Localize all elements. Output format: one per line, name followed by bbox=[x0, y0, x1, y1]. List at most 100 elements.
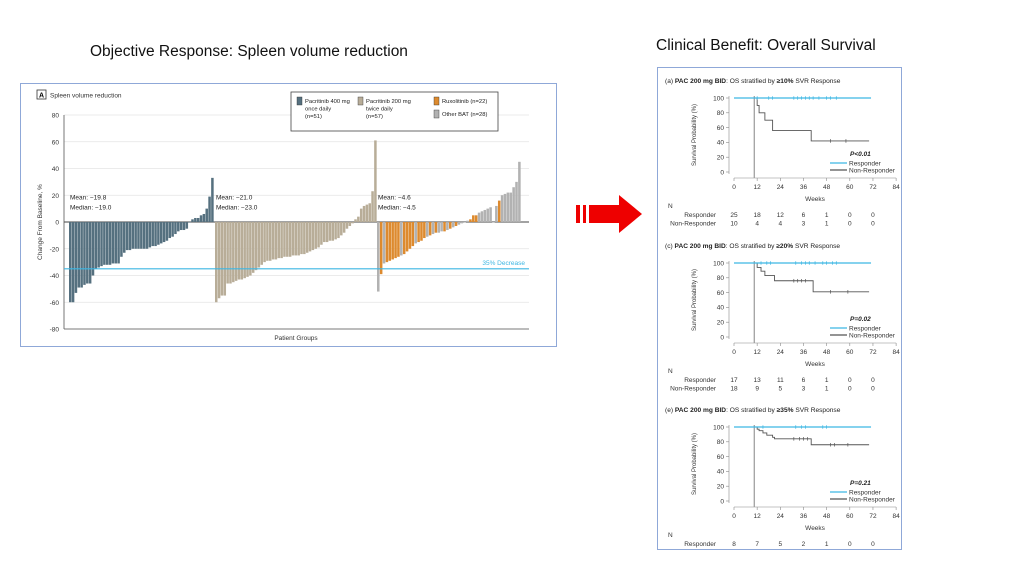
waterfall-bar bbox=[128, 222, 132, 251]
waterfall-bar bbox=[246, 222, 249, 277]
y-tick-label: 20 bbox=[717, 320, 725, 327]
risk-table-row-label: Responder bbox=[684, 377, 717, 384]
risk-table-value: 10 bbox=[730, 221, 738, 228]
x-tick-label: 72 bbox=[869, 513, 877, 520]
waterfall-bar bbox=[457, 222, 461, 225]
km-panel-title: (c) PAC 200 mg BID: OS stratified by ≥20… bbox=[665, 243, 840, 250]
waterfall-bar bbox=[506, 192, 510, 222]
y-tick-label: 100 bbox=[713, 95, 724, 102]
legend-label: Non-Responder bbox=[849, 497, 896, 504]
risk-table-value: 0 bbox=[848, 212, 852, 219]
risk-table-value: 1 bbox=[825, 212, 829, 219]
waterfall-bar bbox=[411, 222, 415, 247]
panel-label: A bbox=[39, 93, 44, 100]
waterfall-bar bbox=[394, 222, 397, 259]
legend-label: Non-Responder bbox=[849, 333, 896, 340]
waterfall-bar bbox=[518, 161, 521, 222]
waterfall-chart: A Spleen volume reduction 80 60 40 20 0 -20 -40 -… bbox=[36, 89, 529, 342]
y-tick-label: -40 bbox=[50, 273, 60, 280]
kaplan-meier-charts: (a) PAC 200 mg BID: OS stratified by ≥10… bbox=[665, 78, 901, 551]
y-tick-label: 0 bbox=[55, 220, 59, 227]
p-value: P=0.02 bbox=[850, 316, 871, 323]
waterfall-bar bbox=[368, 203, 371, 222]
x-tick-label: 72 bbox=[869, 184, 877, 191]
x-tick-label: 60 bbox=[846, 349, 854, 356]
waterfall-bar bbox=[205, 208, 208, 222]
waterfall-bar bbox=[428, 222, 432, 236]
legend-swatch bbox=[357, 96, 364, 106]
waterfall-bar bbox=[509, 192, 513, 222]
waterfall-bar bbox=[263, 222, 266, 263]
x-tick-label: 84 bbox=[893, 513, 901, 520]
waterfall-bar bbox=[223, 222, 227, 296]
y-tick-label: 60 bbox=[717, 454, 725, 461]
waterfall-bar bbox=[377, 222, 380, 292]
risk-table-value: 17 bbox=[730, 377, 738, 384]
group-mean-label: Mean: −4.6 bbox=[378, 194, 411, 201]
waterfall-bar bbox=[359, 208, 363, 222]
y-tick-label: 40 bbox=[717, 140, 725, 147]
legend-label: Ruxolitinib (n=22) bbox=[442, 99, 487, 105]
waterfall-bar bbox=[266, 222, 269, 261]
x-tick-label: 24 bbox=[777, 349, 785, 356]
waterfall-bar bbox=[320, 222, 323, 245]
km-panel-title: (e) PAC 200 mg BID: OS stratified by ≥35… bbox=[665, 407, 841, 414]
risk-table-value: 27 bbox=[730, 550, 738, 551]
km-panel: (e) PAC 200 mg BID: OS stratified by ≥35… bbox=[665, 407, 901, 551]
waterfall-bar bbox=[69, 222, 72, 303]
km-curve-non-responder bbox=[734, 262, 870, 293]
waterfall-bar bbox=[142, 222, 146, 249]
waterfall-bar bbox=[328, 222, 332, 241]
waterfall-bar bbox=[495, 205, 498, 222]
waterfall-bar bbox=[140, 222, 143, 249]
legend-box bbox=[290, 91, 499, 132]
y-tick-label: 60 bbox=[52, 139, 60, 146]
waterfall-bar bbox=[385, 222, 389, 263]
x-axis-label: Weeks bbox=[805, 525, 825, 532]
waterfall-bar bbox=[202, 213, 206, 222]
risk-table-value: 0 bbox=[848, 221, 852, 228]
waterfall-bar bbox=[374, 140, 377, 222]
red-arrow-icon bbox=[576, 195, 642, 233]
reference-line-label: 35% Decrease bbox=[482, 260, 525, 267]
waterfall-bar bbox=[165, 222, 169, 241]
risk-table-value: 13 bbox=[754, 377, 762, 384]
x-tick-label: 48 bbox=[823, 184, 831, 191]
waterfall-bar bbox=[311, 222, 315, 251]
waterfall-bar bbox=[234, 222, 238, 281]
y-axis-label: Survival Probability (%) bbox=[692, 433, 698, 495]
waterfall-bar bbox=[83, 222, 86, 285]
waterfall-bar bbox=[199, 215, 203, 222]
waterfall-bar bbox=[388, 222, 392, 261]
risk-table-value: 1 bbox=[825, 221, 829, 228]
waterfall-bar bbox=[483, 209, 487, 222]
y-axis-label: Survival Probability (%) bbox=[692, 104, 698, 166]
x-tick-label: 0 bbox=[732, 349, 736, 356]
risk-table-value: 6 bbox=[802, 377, 806, 384]
risk-table-value: 5 bbox=[779, 386, 783, 393]
waterfall-bar bbox=[408, 222, 412, 249]
waterfall-bar bbox=[477, 212, 481, 222]
x-tick-label: 84 bbox=[893, 349, 901, 356]
x-tick-label: 36 bbox=[800, 513, 808, 520]
risk-table-value: 0 bbox=[848, 550, 852, 551]
waterfall-bar bbox=[379, 222, 383, 275]
x-tick-label: 60 bbox=[846, 184, 854, 191]
risk-table-row-label: Responder bbox=[684, 212, 717, 219]
km-curve-non-responder bbox=[734, 426, 870, 446]
waterfall-bar bbox=[86, 222, 89, 284]
waterfall-bar bbox=[460, 222, 464, 224]
waterfall-bar bbox=[217, 222, 221, 299]
waterfall-bar bbox=[489, 207, 492, 222]
legend-label: Pacritinib 400 mg once daily (n=51) bbox=[305, 99, 350, 120]
waterfall-bar bbox=[220, 222, 224, 296]
waterfall-bar bbox=[354, 219, 357, 222]
waterfall-bar bbox=[515, 181, 518, 222]
waterfall-bar bbox=[148, 222, 152, 248]
waterfall-bar bbox=[123, 222, 126, 253]
waterfall-bar bbox=[351, 222, 354, 224]
waterfall-bar bbox=[362, 205, 366, 222]
legend-label: Other BAT (n=28) bbox=[442, 112, 487, 118]
waterfall-bar bbox=[226, 222, 229, 284]
y-tick-label: 80 bbox=[717, 439, 725, 446]
